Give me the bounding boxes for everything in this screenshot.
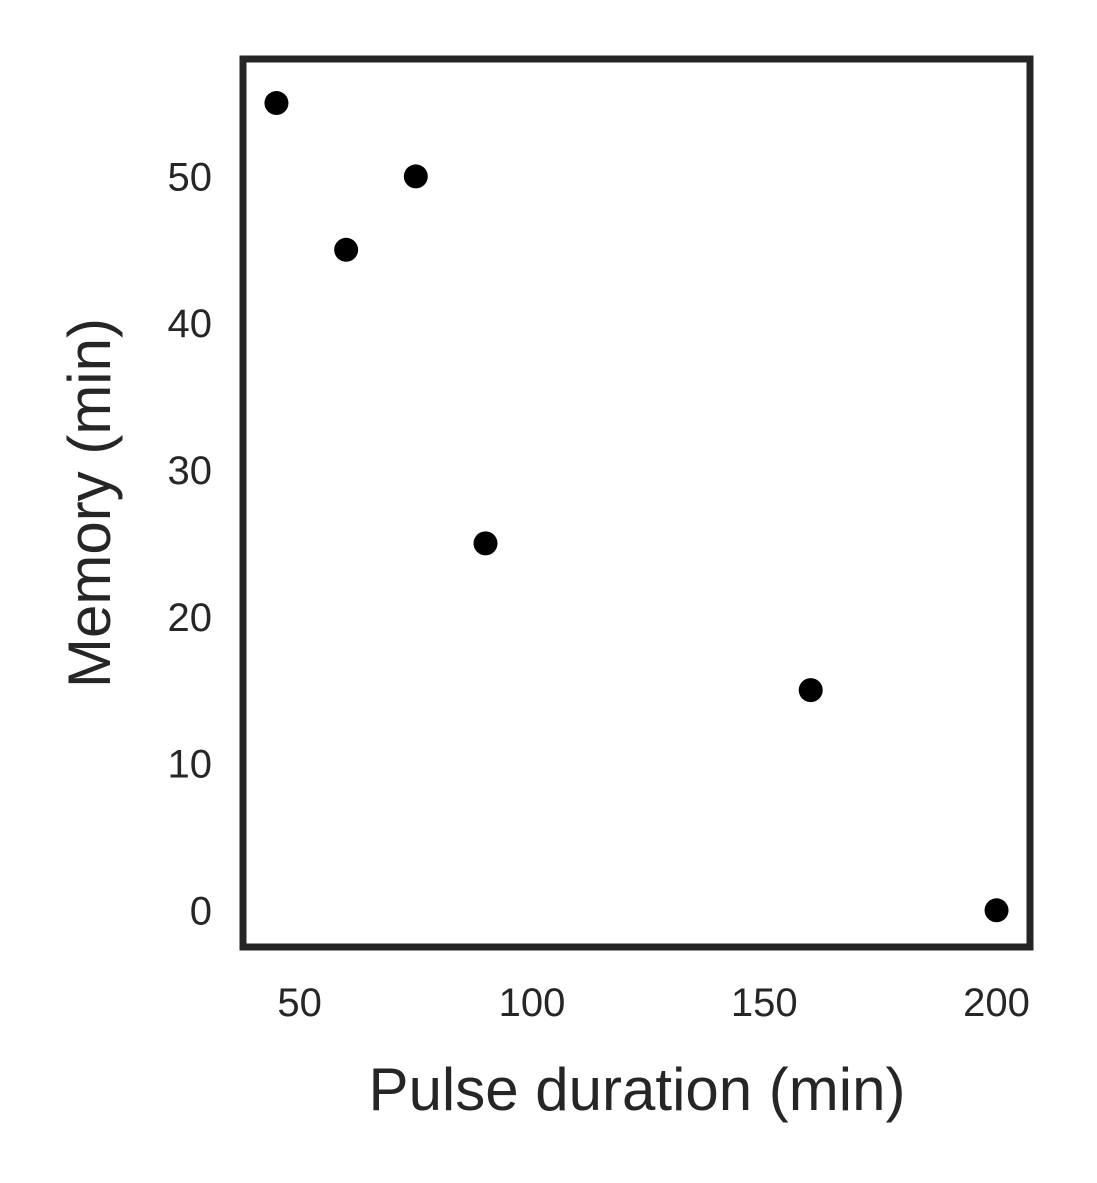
- y-tick-label: 10: [168, 743, 213, 787]
- x-tick-label: 100: [499, 981, 566, 1025]
- data-point: [473, 531, 498, 556]
- y-tick-label: 30: [168, 449, 213, 493]
- y-tick-label: 0: [190, 889, 212, 933]
- data-point: [798, 678, 823, 703]
- x-tick-label: 200: [963, 981, 1030, 1025]
- data-point: [264, 91, 289, 116]
- y-tick-label: 20: [168, 596, 213, 640]
- x-axis-title: Pulse duration (min): [369, 1056, 906, 1123]
- x-tick-label: 50: [277, 981, 322, 1025]
- plot-frame: [239, 55, 1034, 951]
- points-layer: [264, 91, 1009, 923]
- data-point: [334, 237, 359, 262]
- x-tick-label: 150: [731, 981, 798, 1025]
- y-tick-label: 40: [168, 302, 213, 346]
- y-axis-title: Memory (min): [56, 318, 123, 688]
- x-tick-labels: 50 100 150 200: [277, 981, 1029, 1025]
- data-point: [403, 164, 428, 189]
- y-tick-label: 50: [168, 155, 213, 199]
- y-tick-labels: 0 10 20 30 40 50: [168, 155, 213, 933]
- data-point: [984, 898, 1009, 923]
